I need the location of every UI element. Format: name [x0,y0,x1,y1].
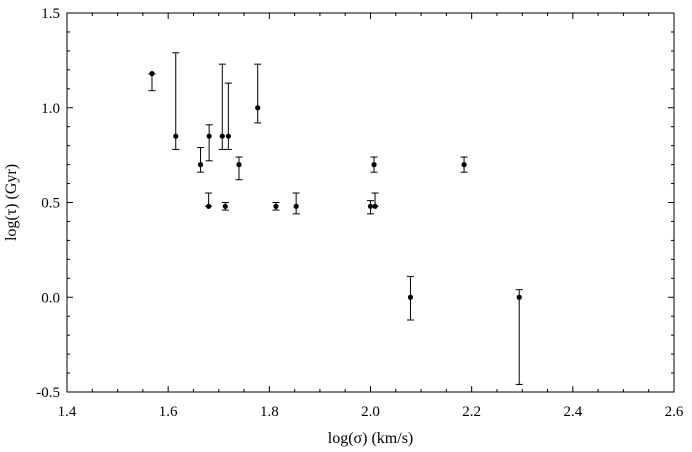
data-point [460,156,468,173]
y-tick-label: 0.5 [41,196,60,212]
point-marker [371,162,377,168]
x-tick-label: 1.4 [58,404,77,420]
data-point [205,192,213,209]
point-marker [461,162,467,168]
point-marker [206,133,212,139]
data-point [235,156,243,181]
data-point [515,289,523,385]
y-axis-label: log(τ) (Gyr) [3,164,20,241]
data-point [370,156,378,173]
data-point [148,71,156,92]
point-marker [149,71,155,77]
y-tick-label: -0.5 [36,385,60,401]
point-marker [372,203,378,209]
y-axis: -0.5 0.0 0.5 1.0 1.5 [36,6,674,401]
y-tick-label: 0.0 [41,290,60,306]
data-point [205,124,213,162]
point-marker [516,294,522,300]
point-marker [236,162,242,168]
data-point [221,202,229,211]
point-marker [367,203,374,209]
point-marker [197,162,204,168]
point-marker [293,203,299,209]
x-tick-label: 1.8 [260,404,279,420]
point-marker [222,203,228,209]
data-point [371,192,379,209]
data-point [254,63,262,124]
point-marker [273,203,279,209]
y-tick-label: 1.0 [41,101,60,117]
point-marker [407,294,414,300]
y-tick-label: 1.5 [41,6,60,22]
data-point [224,82,232,150]
x-tick-label: 2.6 [665,404,684,420]
point-marker [225,133,231,139]
x-tick-label: 2.2 [462,404,481,420]
data-point [218,63,226,150]
data-point [272,202,280,211]
data-point [172,52,180,150]
x-axis: 1.4 1.6 1.8 2.0 2.2 2.4 2.6 [58,13,684,420]
point-marker [173,133,179,139]
x-tick-label: 2.0 [361,404,380,420]
data-point [367,200,374,215]
x-axis-label: log(σ) (km/s) [328,430,414,447]
data-point [292,192,300,215]
data-points [148,52,523,385]
data-point [406,275,414,321]
point-marker [206,203,212,209]
point-marker [219,133,225,139]
data-point [197,147,205,173]
x-tick-label: 1.6 [159,404,178,420]
x-tick-label: 2.4 [563,404,582,420]
point-marker [255,105,261,111]
